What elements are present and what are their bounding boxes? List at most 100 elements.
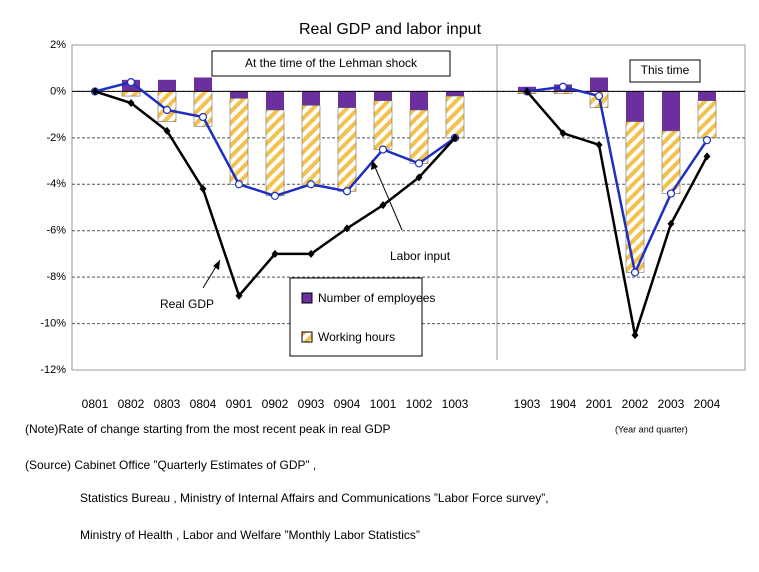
marker xyxy=(198,112,208,122)
bar xyxy=(625,121,645,273)
x-tick-label: 0904 xyxy=(334,397,361,411)
plot-frame xyxy=(71,44,746,371)
x-tick-label: 0802 xyxy=(118,397,145,411)
bar xyxy=(626,91,644,122)
line-label: Real GDP xyxy=(160,297,214,311)
x-tick-label: 0902 xyxy=(262,397,289,411)
legend xyxy=(289,277,423,357)
marker xyxy=(631,331,639,340)
marker xyxy=(234,180,244,189)
x-tick-label: 2001 xyxy=(586,397,613,411)
marker xyxy=(595,140,603,149)
line-label: Labor input xyxy=(390,249,451,263)
bar xyxy=(445,95,465,139)
lines xyxy=(90,78,712,340)
annotation: (Year and quarter) xyxy=(615,424,688,434)
bars xyxy=(121,77,717,273)
bar xyxy=(446,91,464,97)
marker xyxy=(703,152,711,161)
legend-label: Working hours xyxy=(318,330,395,344)
bar xyxy=(374,91,392,101)
x-tick-label: 0903 xyxy=(298,397,325,411)
y-tick-label: 2% xyxy=(50,39,66,51)
x-tick-label: 0801 xyxy=(82,397,109,411)
y-tick-label: -6% xyxy=(46,225,66,237)
y-tick-label: -8% xyxy=(46,271,66,283)
note: Statistics Bureau , Ministry of Internal… xyxy=(80,491,549,505)
bar xyxy=(265,109,285,197)
marker xyxy=(451,133,459,142)
marker xyxy=(343,224,351,233)
marker xyxy=(414,159,424,168)
bar xyxy=(121,91,141,97)
bar xyxy=(410,91,428,110)
arrow xyxy=(371,159,403,231)
marker xyxy=(199,184,207,193)
marker xyxy=(235,291,243,300)
y-tick-label: -12% xyxy=(40,364,66,376)
x-tick-label: 2002 xyxy=(622,397,649,411)
bar xyxy=(158,79,176,92)
y-tick-label: -10% xyxy=(40,317,66,329)
bar xyxy=(301,105,321,187)
x-tick-label: 1002 xyxy=(406,397,433,411)
marker xyxy=(162,105,172,115)
note: (Note)Rate of change starting from the m… xyxy=(25,422,391,436)
marker xyxy=(630,268,640,277)
arrowhead xyxy=(371,160,378,170)
x-tick-label: 0804 xyxy=(190,397,217,411)
marker xyxy=(702,136,712,145)
bar xyxy=(337,107,357,192)
legend-swatch xyxy=(301,331,313,343)
x-tick-label: 1903 xyxy=(514,397,541,411)
x-tick-label: 2004 xyxy=(694,397,721,411)
x-tick-label: 0803 xyxy=(154,397,181,411)
marker xyxy=(558,82,568,91)
bar xyxy=(590,77,608,92)
x-tick-label: 1003 xyxy=(442,397,469,411)
marker xyxy=(127,99,135,108)
annotation-box xyxy=(629,59,701,83)
bar xyxy=(698,91,716,101)
note: Ministry of Health , Labor and Welfare ”… xyxy=(80,528,420,542)
legend-label: Number of employees xyxy=(318,291,435,305)
marker xyxy=(163,126,171,135)
marker xyxy=(307,249,315,258)
note: (Source) Cabinet Office ”Quarterly Estim… xyxy=(25,458,316,472)
legend-swatch xyxy=(301,292,313,304)
marker xyxy=(126,78,136,87)
bar xyxy=(194,77,212,92)
bar xyxy=(697,100,717,139)
marker xyxy=(594,91,604,101)
bar xyxy=(409,109,429,164)
marker xyxy=(559,129,567,138)
marker xyxy=(271,249,279,258)
y-tick-label: -2% xyxy=(46,132,66,144)
bar xyxy=(373,100,393,150)
bar xyxy=(662,91,680,131)
marker xyxy=(342,187,352,196)
x-tick-label: 0901 xyxy=(226,397,253,411)
marker xyxy=(306,180,316,189)
marker xyxy=(415,173,423,182)
marker xyxy=(666,189,676,198)
annotation: This time xyxy=(641,63,690,77)
y-tick-label: 0% xyxy=(50,85,66,97)
marker xyxy=(91,87,99,96)
x-tick-label: 2003 xyxy=(658,397,685,411)
marker xyxy=(379,201,387,210)
marker xyxy=(378,145,388,154)
x-tick-label: 1904 xyxy=(550,397,577,411)
chart-title: Real GDP and labor input xyxy=(299,21,482,38)
bar xyxy=(266,91,284,110)
y-tick-label: -4% xyxy=(46,178,66,190)
line xyxy=(94,80,709,277)
arrowhead xyxy=(213,260,220,270)
marker xyxy=(667,219,675,228)
marker xyxy=(523,87,531,96)
bar xyxy=(230,91,248,99)
x-tick-label: 1001 xyxy=(370,397,397,411)
bar xyxy=(302,91,320,106)
marker xyxy=(270,191,280,200)
